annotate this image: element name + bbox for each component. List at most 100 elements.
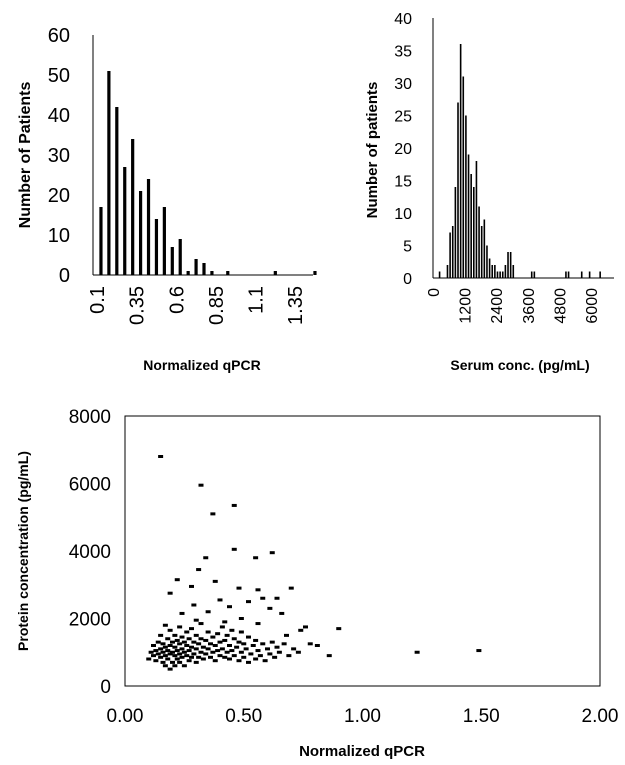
histogram-serum-x-tick-label: 6000 [584,288,601,324]
histogram-qpcr-bar [115,107,119,275]
histogram-serum-bar [565,271,567,278]
scatter-point [307,642,313,646]
scatter-point [174,638,180,642]
scatter-point [236,659,242,663]
histogram-qpcr-y-tick-label: 60 [48,25,70,47]
histogram-serum-y-tick-label: 25 [394,109,412,126]
scatter-point [243,647,249,651]
scatter-x-axis-label: Normalized qPCR [299,743,425,760]
scatter-point [291,647,297,651]
histogram-serum-bar [457,102,459,278]
scatter-point [172,654,178,658]
scatter-point [236,640,242,644]
histogram-serum-bar [599,271,601,278]
scatter-point [276,650,282,654]
histogram-qpcr-x-tick-label: 0.35 [127,286,149,325]
scatter-point [229,628,235,632]
histogram-qpcr-bar [210,271,214,275]
scatter-point [238,650,244,654]
scatter-point [167,667,173,671]
histogram-serum-bar [451,226,454,278]
scatter-point [165,637,171,641]
scatter-point [279,611,285,615]
scatter-point [179,611,185,615]
scatter-point [212,579,218,583]
scatter-point [210,635,216,639]
histogram-serum-x-tick-label: 2400 [489,288,506,324]
scatter-point [269,640,275,644]
scatter-point [165,649,171,653]
scatter-y-tick-label: 6000 [69,475,111,496]
histogram-serum-bar [486,245,488,278]
histogram-qpcr-bars [99,71,317,275]
scatter-point [184,654,190,658]
scatter-point [196,642,202,646]
histogram-qpcr-y-axis-label: Number of Patients [17,82,34,229]
scatter-point [281,642,287,646]
scatter-point [167,644,173,647]
histogram-serum-x-tick-labels: 0 1200 2400 3600 4800 6000 [426,288,601,324]
histogram-serum-bar [475,161,478,278]
histogram-qpcr-bar [99,207,103,275]
histogram-serum-x-tick-label: 0 [426,288,443,297]
histogram-serum-bar [533,271,536,278]
histogram-qpcr-y-tick-label: 30 [48,145,70,167]
scatter-point [255,622,261,626]
scatter-point [177,652,183,656]
scatter-point [257,654,263,658]
histogram-qpcr-y-tick-label: 10 [48,225,70,247]
scatter-point [222,638,228,642]
scatter-point [205,647,211,651]
histogram-qpcr-bar [226,271,230,275]
scatter-point [181,640,187,644]
scatter-point [255,588,261,592]
scatter-y-tick-label: 8000 [69,407,111,428]
scatter-point [177,625,183,629]
scatter-point [160,642,166,646]
scatter-point [246,660,251,664]
scatter-plot-area-border [124,415,601,687]
scatter-point [227,657,232,661]
histogram-qpcr-y-tick-label: 20 [48,185,70,207]
scatter-point [248,652,254,656]
scatter-point [208,642,213,646]
histogram-serum-x-tick-label: 4800 [552,288,569,324]
scatter-point [260,642,266,646]
scatter-x-tick-label: 1.00 [344,706,381,727]
histogram-serum-y-tick-label: 5 [403,239,412,256]
histogram-qpcr-bar [178,239,182,275]
histogram-qpcr-x-axis-label: Normalized qPCR [143,357,260,373]
scatter-point [234,645,240,649]
scatter-point [336,627,342,631]
histogram-serum-bars [438,44,601,278]
histogram-qpcr-bar [154,219,159,275]
scatter-point [269,551,275,555]
scatter-point [193,633,199,637]
scatter-point [179,647,185,651]
histogram-qpcr-y-tick-label: 0 [59,265,70,287]
histogram-qpcr-x-tick-label: 0.85 [206,286,228,325]
scatter-point [205,630,211,634]
scatter-point [253,556,259,560]
histogram-qpcr-bar [123,167,127,275]
scatter-point [162,664,168,668]
scatter-point [160,660,166,664]
scatter-point [215,649,221,653]
scatter-point [236,586,242,590]
scatter-point [250,644,256,647]
scatter-point [158,647,164,651]
scatter-point [172,633,178,637]
scatter-point [246,635,251,639]
histogram-qpcr-bar [186,271,190,275]
scatter-y-tick-labels: 0 2000 4000 6000 8000 [69,407,111,698]
histogram-serum-bar [530,271,533,278]
scatter-point [227,605,232,609]
scatter-point [260,596,266,600]
scatter-point [198,650,204,654]
scatter-point [186,649,192,653]
scatter-point [146,657,152,661]
scatter-point [174,578,180,582]
histogram-serum-bar [470,174,472,278]
scatter-point [238,630,244,634]
scatter-x-tick-labels: 0.00 0.50 1.00 1.50 2.00 [107,706,619,727]
